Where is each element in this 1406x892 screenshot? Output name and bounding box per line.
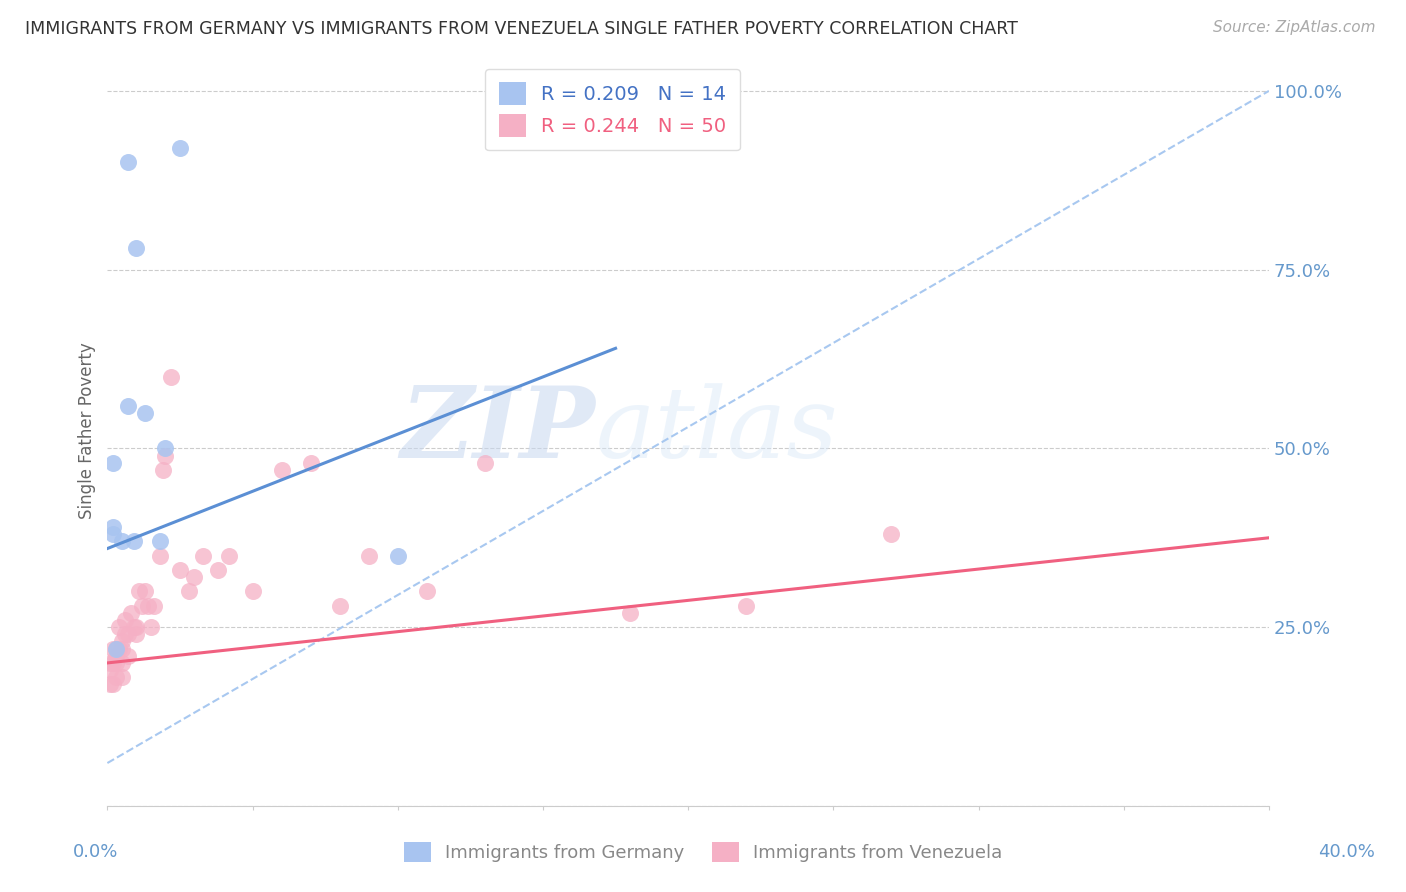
Text: 0.0%: 0.0% <box>73 843 118 861</box>
Point <box>329 599 352 613</box>
Point <box>155 442 177 456</box>
Point <box>111 634 134 648</box>
Point <box>105 641 128 656</box>
Text: Source: ZipAtlas.com: Source: ZipAtlas.com <box>1212 20 1375 35</box>
Point <box>108 620 131 634</box>
Text: 40.0%: 40.0% <box>1319 843 1375 861</box>
Point <box>735 599 758 613</box>
Point <box>193 549 215 563</box>
Point <box>114 627 136 641</box>
Point <box>218 549 240 563</box>
Point <box>103 641 125 656</box>
Point <box>149 534 172 549</box>
Point <box>177 584 200 599</box>
Point <box>105 670 128 684</box>
Point <box>105 641 128 656</box>
Point <box>111 670 134 684</box>
Point <box>125 620 148 634</box>
Point <box>880 527 903 541</box>
Point <box>103 677 125 691</box>
Point <box>122 534 145 549</box>
Point <box>299 456 322 470</box>
Point <box>128 584 150 599</box>
Point <box>122 620 145 634</box>
Point <box>142 599 165 613</box>
Point <box>98 656 121 670</box>
Point <box>152 463 174 477</box>
Point <box>619 606 641 620</box>
Point <box>103 520 125 534</box>
Point <box>108 641 131 656</box>
Point <box>105 648 128 663</box>
Point <box>134 584 156 599</box>
Point <box>169 141 191 155</box>
Point <box>149 549 172 563</box>
Point <box>120 606 142 620</box>
Point <box>103 527 125 541</box>
Point <box>117 155 139 169</box>
Point <box>270 463 292 477</box>
Point <box>117 648 139 663</box>
Point <box>155 449 177 463</box>
Legend: R = 0.209   N = 14, R = 0.244   N = 50: R = 0.209 N = 14, R = 0.244 N = 50 <box>485 69 740 151</box>
Point <box>134 406 156 420</box>
Point <box>242 584 264 599</box>
Text: IMMIGRANTS FROM GERMANY VS IMMIGRANTS FROM VENEZUELA SINGLE FATHER POVERTY CORRE: IMMIGRANTS FROM GERMANY VS IMMIGRANTS FR… <box>25 20 1018 37</box>
Point <box>98 677 121 691</box>
Point <box>416 584 439 599</box>
Point <box>207 563 229 577</box>
Legend: Immigrants from Germany, Immigrants from Venezuela: Immigrants from Germany, Immigrants from… <box>396 834 1010 870</box>
Point <box>183 570 205 584</box>
Point <box>117 627 139 641</box>
Point <box>105 656 128 670</box>
Point <box>114 613 136 627</box>
Point <box>103 656 125 670</box>
Point <box>160 370 183 384</box>
Point <box>98 663 121 677</box>
Point <box>136 599 159 613</box>
Point <box>111 656 134 670</box>
Point <box>111 641 134 656</box>
Point <box>131 599 153 613</box>
Y-axis label: Single Father Poverty: Single Father Poverty <box>79 343 96 519</box>
Point <box>387 549 409 563</box>
Point <box>125 241 148 255</box>
Point <box>474 456 496 470</box>
Text: atlas: atlas <box>595 383 838 478</box>
Point <box>169 563 191 577</box>
Point <box>125 627 148 641</box>
Point <box>357 549 380 563</box>
Point <box>139 620 162 634</box>
Text: ZIP: ZIP <box>401 383 595 479</box>
Point <box>111 534 134 549</box>
Point <box>117 399 139 413</box>
Point <box>103 456 125 470</box>
